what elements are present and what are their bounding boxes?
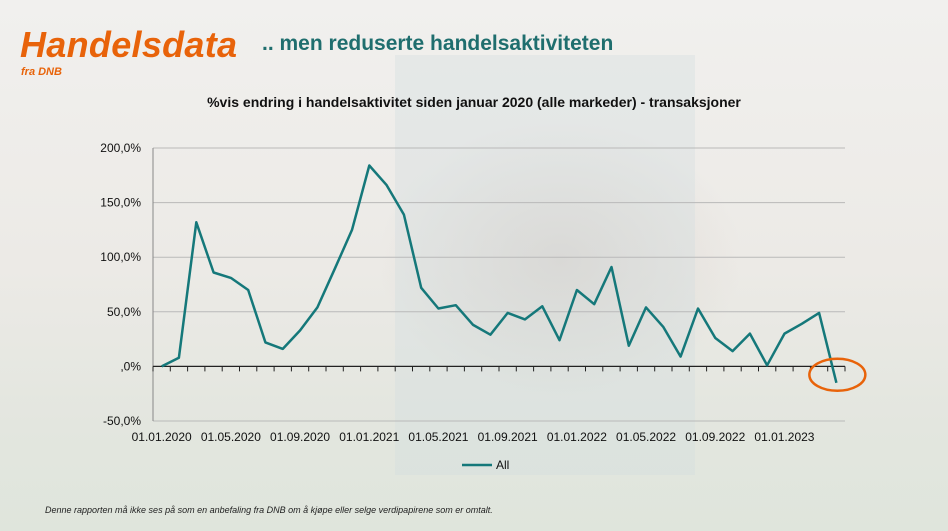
y-tick-label: 100,0%	[100, 250, 141, 264]
brand-logo: Handelsdata	[20, 24, 238, 65]
x-tick-label: 01.05.2021	[408, 430, 468, 444]
x-axis: 01.01.2020 01.05.2020 01.09.2020 01.01.2021…	[132, 365, 846, 444]
highlight-group	[808, 357, 867, 393]
x-tick-label: 01.05.2020	[201, 430, 261, 444]
disclaimer: Denne rapporten må ikke ses på som en an…	[45, 505, 493, 515]
series-line-all	[161, 164, 838, 384]
highlight-circle	[808, 357, 867, 393]
legend-label: All	[496, 458, 509, 472]
headline: .. men reduserte handelsaktiviteten	[262, 32, 614, 55]
y-tick-label: -50,0%	[103, 414, 141, 428]
y-tick-label: 150,0%	[100, 196, 141, 210]
y-tick-label: 200,0%	[100, 141, 141, 155]
y-tick-label: ,0%	[120, 359, 141, 373]
x-tick-label: 01.01.2020	[132, 430, 192, 444]
background-panel	[395, 55, 695, 475]
series-group	[161, 164, 838, 384]
x-tick-label: 01.09.2020	[270, 430, 330, 444]
legend: All	[462, 458, 509, 472]
y-tick-label: 50,0%	[107, 305, 141, 319]
y-axis: -50,0% ,0% 50,0% 100,0% 150,0% 200,0%	[100, 141, 154, 428]
x-tick-label: 01.09.2021	[478, 430, 538, 444]
x-tick-label: 01.01.2023	[754, 430, 814, 444]
brand-subtitle: fra DNB	[21, 66, 62, 78]
x-tick-label: 01.01.2022	[547, 430, 607, 444]
x-tick-label: 01.05.2022	[616, 430, 676, 444]
chart-title: %vis endring i handelsaktivitet siden ja…	[207, 94, 741, 110]
gridlines	[153, 147, 845, 422]
x-tick-label: 01.09.2022	[685, 430, 745, 444]
x-tick-label: 01.01.2021	[339, 430, 399, 444]
